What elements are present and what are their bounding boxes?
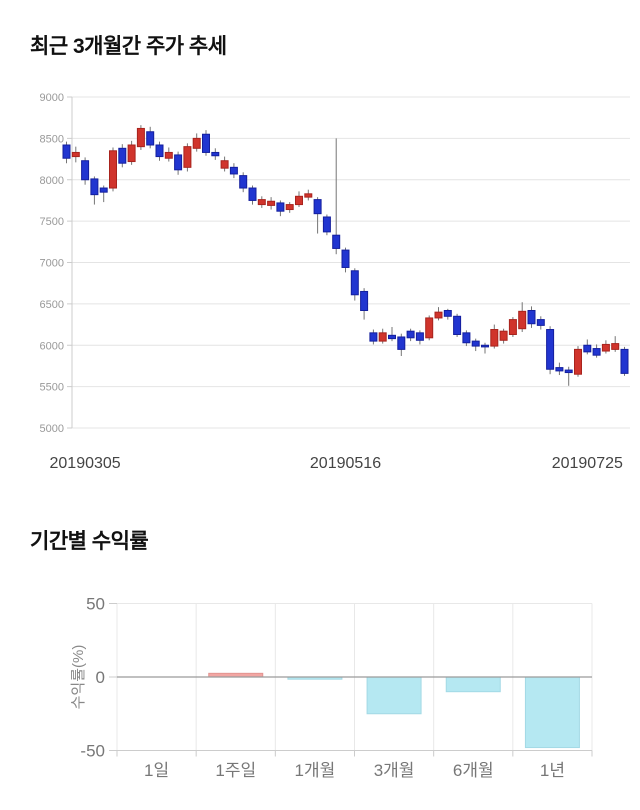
y-tick-label: 8500 <box>40 133 64 145</box>
candle-down <box>406 330 415 339</box>
period-returns-title: 기간별 수익률 <box>30 530 149 553</box>
price-chart: 9000 8500 8000 7500 7000 6500 6000 5500 5000 2019… <box>40 92 630 472</box>
candle-down <box>313 199 322 215</box>
candle-up <box>490 329 499 347</box>
y-tick-label: 8000 <box>40 175 64 187</box>
price-trend-title: 최근 3개월간 주가 추세 <box>30 35 227 58</box>
x-category-label: 1일 <box>144 761 169 780</box>
candle-up <box>499 330 508 341</box>
candle-up <box>378 332 387 342</box>
candle-down <box>341 249 350 268</box>
candle-up <box>611 343 620 350</box>
candle-down <box>211 151 220 157</box>
candle-down <box>583 344 592 353</box>
candles <box>62 125 629 386</box>
y-tick-label: 6000 <box>40 340 64 352</box>
candle-up <box>127 144 136 163</box>
candle-down <box>592 348 601 356</box>
y-axis-title: 수익률(%) <box>70 645 87 710</box>
candle-down <box>453 315 462 335</box>
returns-grid <box>116 603 593 757</box>
price-grid: 9000 8500 8000 7500 7000 6500 6000 5500 5000 <box>40 92 630 435</box>
candle-up <box>267 200 276 206</box>
candle-up <box>220 160 229 169</box>
returns-chart: 50 0 -50 수익률(%) 1일 1주일 1개월 3개월 6개월 1년 <box>70 595 593 780</box>
y-tick-label: -50 <box>80 742 105 761</box>
candle-down <box>155 144 164 158</box>
candle-down <box>397 336 406 350</box>
candle-down <box>546 329 555 370</box>
candle-up <box>109 150 117 189</box>
candle-down <box>332 234 341 249</box>
candle-down <box>229 166 238 175</box>
candle-up <box>434 311 443 319</box>
candle-up <box>136 127 145 148</box>
bar-negative <box>445 676 501 693</box>
candle-up <box>257 199 266 206</box>
y-tick-label: 0 <box>96 668 105 687</box>
candle-down <box>99 187 108 193</box>
bars <box>208 672 580 749</box>
candle-down <box>118 147 127 164</box>
candle-down <box>174 154 183 171</box>
x-category-label: 1년 <box>540 761 565 780</box>
candle-up <box>518 310 527 330</box>
candle-down <box>350 270 359 296</box>
candle-down <box>276 202 285 212</box>
candle-down <box>536 319 545 326</box>
candle-down <box>202 133 210 153</box>
price-x-axis-labels: 20190305 20190516 20190725 <box>50 455 623 472</box>
y-tick-label: 5500 <box>40 382 64 394</box>
x-category-label: 6개월 <box>453 761 494 780</box>
candle-up <box>192 137 201 149</box>
candle-down <box>322 216 331 233</box>
candle-down <box>555 367 564 372</box>
candle-down <box>564 369 573 374</box>
candle-down <box>527 309 536 325</box>
candle-down <box>620 348 629 374</box>
candle-up <box>71 151 80 158</box>
candle-down <box>471 340 480 347</box>
candle-down <box>481 344 489 348</box>
candle-up <box>183 146 192 168</box>
candle-down <box>239 175 248 189</box>
candle-down <box>248 187 257 201</box>
x-tick-label: 20190516 <box>310 455 381 472</box>
bar-negative <box>366 676 422 715</box>
candle-up <box>574 348 582 375</box>
x-tick-label: 20190725 <box>552 455 623 472</box>
candle-down <box>81 160 90 181</box>
y-tick-label: 50 <box>86 595 105 614</box>
candle-down <box>415 332 424 341</box>
candle-up <box>285 204 294 211</box>
candle-up <box>601 343 610 352</box>
candle-down <box>443 309 452 317</box>
y-tick-label: 5000 <box>40 423 64 435</box>
x-category-label: 1개월 <box>295 761 336 780</box>
candle-down <box>369 332 378 342</box>
x-tick-label: 20190305 <box>50 455 121 472</box>
x-category-label: 1주일 <box>215 761 256 780</box>
candle-up <box>304 193 313 198</box>
candle-up <box>295 195 303 206</box>
candle-up <box>508 319 517 335</box>
candle-down <box>360 290 369 311</box>
x-category-label: 3개월 <box>374 761 415 780</box>
candle-down <box>62 144 71 159</box>
y-tick-label: 7500 <box>40 216 64 228</box>
candle-down <box>146 131 155 146</box>
candle-down <box>462 332 471 344</box>
y-tick-label: 7000 <box>40 258 64 270</box>
y-tick-label: 9000 <box>40 92 64 104</box>
candle-up <box>164 151 173 159</box>
candle-down <box>90 178 99 196</box>
candle-up <box>425 317 434 339</box>
y-tick-label: 6500 <box>40 299 64 311</box>
bar-negative <box>524 676 580 749</box>
candle-down <box>388 334 396 340</box>
